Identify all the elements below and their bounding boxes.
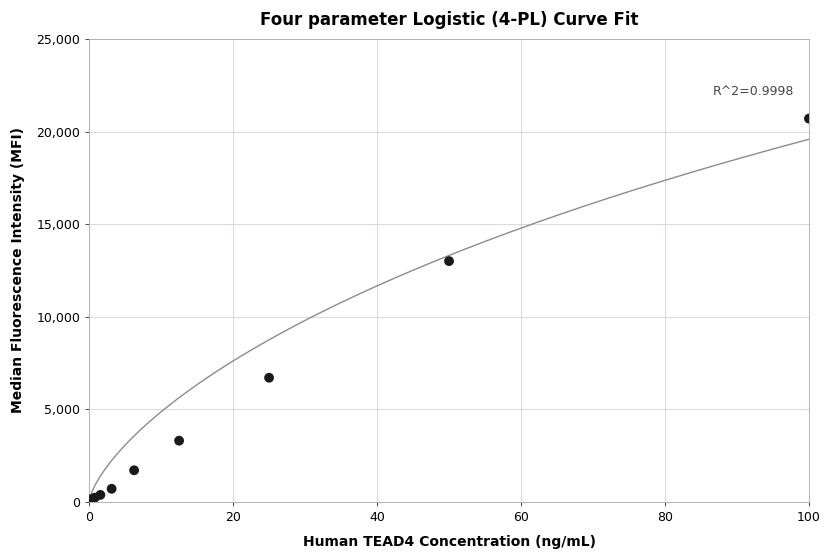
Title: Four parameter Logistic (4-PL) Curve Fit: Four parameter Logistic (4-PL) Curve Fit xyxy=(260,11,638,29)
Point xyxy=(83,496,97,505)
Point xyxy=(443,256,456,265)
Point xyxy=(94,491,107,500)
Point xyxy=(86,494,99,503)
Point xyxy=(262,374,275,382)
Point xyxy=(172,436,186,445)
Y-axis label: Median Fluorescence Intensity (MFI): Median Fluorescence Intensity (MFI) xyxy=(11,127,25,413)
Point xyxy=(84,496,97,505)
Point xyxy=(127,466,141,475)
Text: R^2=0.9998: R^2=0.9998 xyxy=(713,85,795,98)
Point xyxy=(105,484,118,493)
X-axis label: Human TEAD4 Concentration (ng/mL): Human TEAD4 Concentration (ng/mL) xyxy=(303,535,596,549)
Point xyxy=(88,493,102,502)
Point xyxy=(802,114,815,123)
